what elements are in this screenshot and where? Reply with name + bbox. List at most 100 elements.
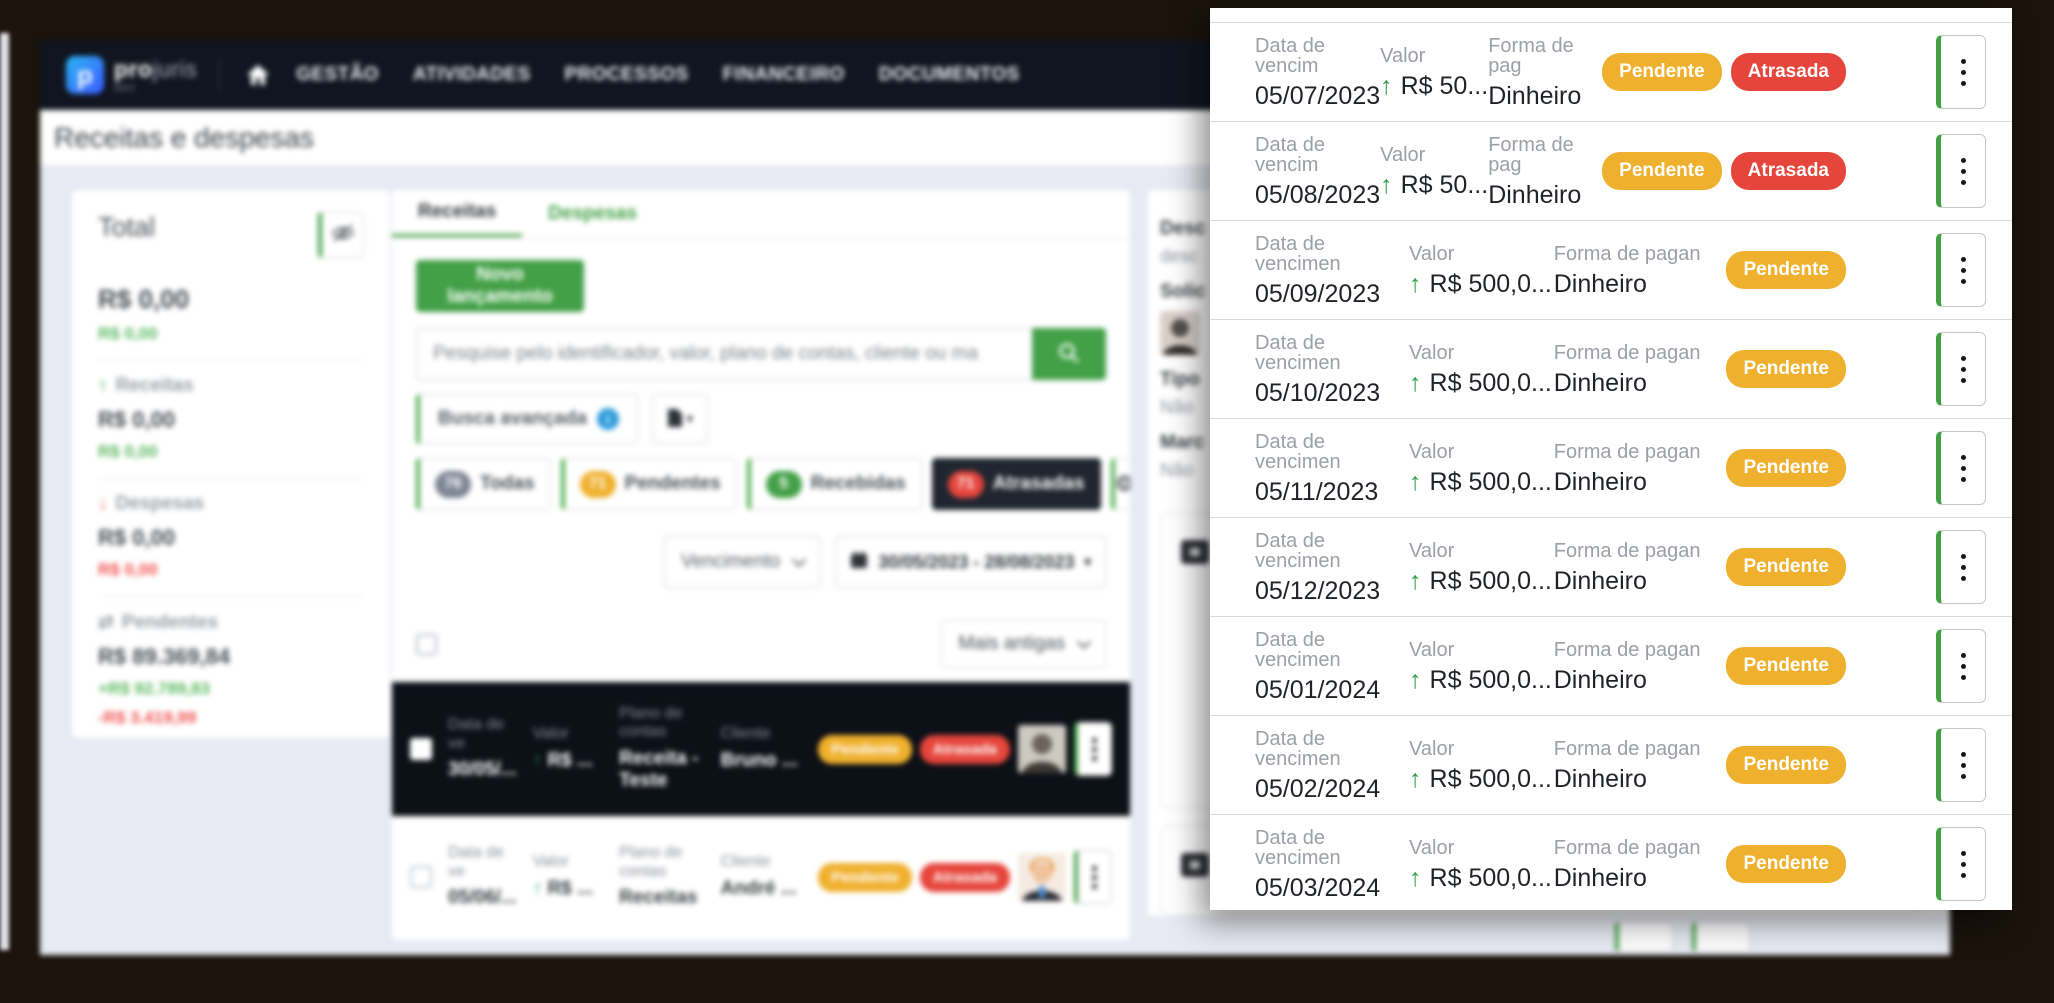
pendentes-label: Pendentes (121, 611, 219, 633)
forma-label: Forma de pagan (1553, 638, 1701, 661)
vencimento-label: Data de vencim (1255, 133, 1326, 176)
order-select[interactable]: Mais antigas (941, 620, 1106, 668)
arrow-up-icon: ↑ (1409, 863, 1422, 892)
forma-value: Dinheiro (1553, 863, 1647, 892)
valor-label: Valor (1409, 242, 1455, 265)
filter-recebidas[interactable]: 5 Recebidas (746, 458, 922, 510)
row-menu-button[interactable] (1936, 728, 1986, 802)
installment-row[interactable]: Data de vencimen 05/11/2023 Valor ↑ R$ 500,… (1210, 418, 2012, 517)
new-entry-button[interactable]: Novo lançamento (416, 260, 584, 312)
hide-values-button[interactable] (318, 212, 364, 258)
valor-label: Valor (1409, 836, 1455, 859)
home-icon[interactable] (246, 64, 270, 86)
row-menu-button[interactable] (1692, 922, 1750, 952)
row-menu-button[interactable] (1936, 332, 1986, 406)
nav-item-documentos[interactable]: DOCUMENTOS (878, 64, 1020, 85)
caret-down-icon: ▾ (1084, 554, 1091, 569)
avatar (1160, 311, 1200, 355)
col-label: Plano de contas (619, 704, 683, 741)
forma-value: Dinheiro (1553, 467, 1647, 496)
vencimento-label: Data de vencimen (1255, 826, 1341, 869)
row-menu-button[interactable] (1936, 233, 1986, 307)
forma-label: Forma de pag (1488, 34, 1574, 77)
valor-label: Valor (1409, 539, 1455, 562)
filter-atrasadas-selected[interactable]: 71 Atrasadas (931, 458, 1101, 510)
advanced-search-label: Busca avançada (438, 408, 587, 429)
vencimento-value: 05/10/2023 (1255, 378, 1381, 407)
valor-label: Valor (1409, 341, 1455, 364)
select-all-checkbox[interactable] (416, 633, 437, 655)
installment-row[interactable]: Data de vencimen 05/12/2023 Valor ↑ R$ 500,… (1210, 517, 2012, 616)
nav-item-financeiro[interactable]: FINANCEIRO (722, 64, 845, 85)
detail-desc-text: desc (1160, 246, 1199, 266)
detail-solicitante-label: Solic (1160, 281, 1206, 302)
date-range-select[interactable]: 30/05/2023 - 28/08/2023 ▾ (835, 536, 1106, 588)
sort-field-select[interactable]: Vencimento (664, 536, 822, 588)
projuris-logo-icon[interactable]: p (66, 56, 104, 94)
status-badge-atrasada: Atrasada (1730, 152, 1846, 190)
installment-row[interactable]: Data de vencimen 05/09/2023 Valor ↑ R$ 500,… (1210, 220, 2012, 319)
status-badge-pendente: Pendente (818, 862, 912, 892)
nav-item-processos[interactable]: PROCESSOS (564, 64, 689, 85)
despesas-value: R$ 0,00 (98, 525, 176, 550)
row-menu-button[interactable] (1936, 134, 1986, 208)
filter-pendentes[interactable]: 71 Pendentes (560, 458, 737, 510)
tab-despesas[interactable]: Despesas (548, 202, 637, 224)
kebab-menu-icon (1092, 865, 1097, 871)
arrow-up-icon: ↑ (1409, 665, 1422, 694)
row-menu-button[interactable] (1074, 850, 1112, 904)
pendentes-count-badge: 71 (579, 470, 616, 498)
valor-value: R$ 50... (1400, 170, 1489, 199)
filter-settings-button[interactable]: ⚙ (1110, 458, 1130, 510)
row-menu-button[interactable] (1936, 530, 1986, 604)
projuris-logo[interactable]: projuris ADV (114, 57, 197, 93)
chevron-down-icon (792, 552, 807, 568)
transaction-row[interactable]: Data de ve 30/05/... Valor ↑ R$ ... Plan… (392, 682, 1130, 816)
row-menu-button[interactable] (1936, 827, 1986, 901)
receitas-subvalue: R$ 0,00 (98, 442, 158, 461)
status-badge-pendente: Pendente (1602, 53, 1722, 91)
nav-item-gestao[interactable]: GESTÃO (296, 64, 379, 85)
row-checkbox[interactable] (410, 866, 432, 888)
export-button[interactable]: ▾ (651, 394, 708, 444)
installments-overlay-panel: Data de vencim 05/07/2023 Valor ↑ R$ 50... … (1210, 8, 2012, 910)
row-menu-button[interactable] (1936, 431, 1986, 505)
date-range-label: 30/05/2023 - 28/08/2023 (878, 551, 1075, 572)
row-menu-button[interactable] (1936, 35, 1986, 109)
row-menu-button[interactable] (1615, 922, 1673, 952)
installment-row[interactable]: Data de vencimen 05/03/2024 Valor ↑ R$ 500,… (1210, 814, 2012, 910)
vencimento-value: 05/07/2023 (1255, 81, 1381, 110)
row-checkbox-checked[interactable] (410, 738, 432, 760)
installment-row[interactable]: Data de vencimen 05/10/2023 Valor ↑ R$ 500,… (1210, 319, 2012, 418)
search-button[interactable] (1032, 328, 1106, 380)
status-badge-atrasada: Atrasada (1730, 53, 1846, 91)
nav-item-atividades[interactable]: ATIVIDADES (412, 64, 531, 85)
status-badge-pendente: Pendente (1726, 251, 1846, 289)
gear-icon: ⚙ (1114, 471, 1130, 496)
row-menu-button[interactable] (1936, 629, 1986, 703)
sort-field-label: Vencimento (681, 551, 781, 572)
valor-value: R$ 500,0... (1429, 368, 1552, 397)
pendentes-value: R$ 89.369,84 (98, 644, 231, 669)
detail-marc-value: Não (1160, 460, 1194, 480)
vencimento-value: 05/11/2023 (1255, 477, 1379, 506)
advanced-search-button[interactable]: Busca avançada i (416, 394, 638, 444)
status-badge-pendente: Pendente (1726, 350, 1846, 388)
tab-receitas[interactable]: Receitas (392, 190, 523, 237)
transaction-row[interactable]: Data de ve 05/06/... Valor ↑ R$ ... Plan… (392, 816, 1130, 938)
search-input[interactable] (416, 328, 1032, 380)
divider (98, 360, 364, 361)
status-badge-pendente: Pendente (1726, 548, 1846, 586)
installment-row[interactable]: Data de vencim 05/08/2023 Valor ↑ R$ 50... … (1210, 121, 2012, 220)
installment-row[interactable]: Data de vencimen 05/01/2024 Valor ↑ R$ 500,… (1210, 616, 2012, 715)
kebab-menu-icon (1960, 850, 1966, 856)
filter-todas[interactable]: 76 Todas (416, 458, 551, 510)
avatar (1018, 725, 1066, 773)
valor-label: Valor (1380, 143, 1426, 166)
calendar-icon (850, 551, 868, 574)
installment-row[interactable]: Data de vencimen 05/02/2024 Valor ↑ R$ 500,… (1210, 715, 2012, 814)
installment-row[interactable]: Data de vencim 05/07/2023 Valor ↑ R$ 50... … (1210, 22, 2012, 121)
camera-icon (1181, 540, 1209, 564)
vencimento-label: Data de vencimen (1255, 232, 1341, 275)
row-menu-button[interactable] (1074, 722, 1112, 776)
